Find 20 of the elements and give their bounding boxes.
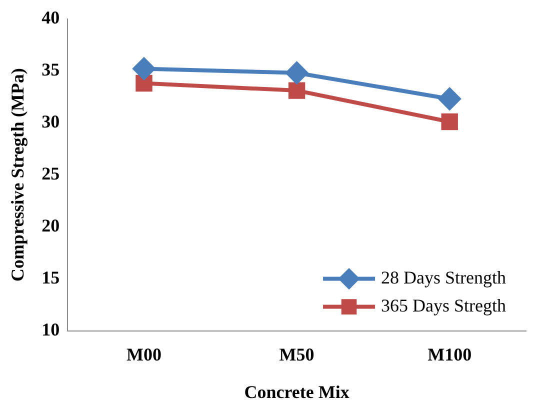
point [288,82,306,99]
y-tick-label: 20 [42,215,60,236]
legend-label: 28 Days Strength [381,268,506,288]
y-tick-label: 30 [42,111,60,132]
x-axis-title: Concrete Mix [244,382,350,402]
y-tick-label: 35 [42,59,60,80]
point [438,88,461,110]
point [133,58,155,80]
x-tick-label: M00 [126,344,162,364]
y-tick-label: 10 [42,319,60,340]
x-tick-label: M50 [279,344,314,364]
y-axis-title: Compressive Stregth (MPa) [7,68,28,282]
y-tick-label: 40 [42,7,60,28]
x-tick-label: M100 [428,344,472,364]
y-tick-label: 25 [42,163,60,184]
legend-label: 365 Days Stregth [381,296,506,316]
point [136,74,152,92]
point [441,113,458,130]
y-tick-label: 15 [42,267,60,288]
point [286,62,308,84]
